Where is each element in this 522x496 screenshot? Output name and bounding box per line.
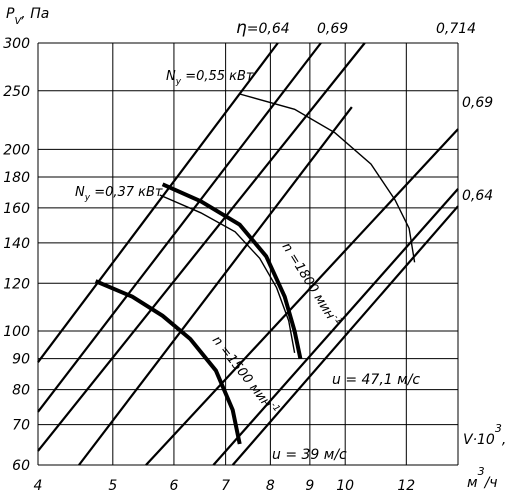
efficiency-line-4 bbox=[78, 106, 353, 466]
efficiency-right-label-1: 0,69 bbox=[462, 95, 493, 111]
x-axis-unit: м3/ч bbox=[467, 465, 498, 491]
curve-3 bbox=[159, 194, 296, 354]
x-tick-label-5: 5 bbox=[108, 478, 117, 494]
x-tick-label-9: 9 bbox=[305, 478, 314, 494]
efficiency-line-6 bbox=[212, 188, 459, 466]
x-tick-label-8: 8 bbox=[266, 478, 275, 494]
efficiency-line-3 bbox=[37, 42, 279, 363]
y-tick-label-140: 140 bbox=[3, 236, 30, 252]
performance-curves bbox=[94, 93, 416, 445]
curve-label-ny037: Ny =0,37 кВт bbox=[75, 185, 163, 203]
efficiency-line-7 bbox=[231, 205, 459, 466]
y-tick-label-120: 120 bbox=[3, 276, 30, 292]
x-tick-label-4: 4 bbox=[34, 478, 43, 494]
curve-1 bbox=[94, 279, 242, 445]
y-tick-label-70: 70 bbox=[12, 418, 30, 434]
x-tick-label-10: 10 bbox=[336, 478, 354, 494]
y-tick-label-250: 250 bbox=[3, 84, 30, 100]
efficiency-top-label-3: 0,714 bbox=[436, 21, 476, 37]
annotation-u-47: u = 47,1 м/с bbox=[332, 372, 420, 388]
efficiency-line-1 bbox=[37, 42, 366, 452]
y-tick-label-200: 200 bbox=[3, 142, 30, 158]
efficiency-right-label-2: 0,64 bbox=[462, 188, 493, 204]
x-axis-label: V·103, bbox=[463, 422, 506, 448]
curve-label-ny055: Ny =0,55 кВт bbox=[166, 69, 254, 87]
curve-4 bbox=[239, 93, 416, 263]
y-tick-label-160: 160 bbox=[3, 201, 30, 217]
x-tick-label-7: 7 bbox=[221, 478, 230, 494]
y-axis-label: PV, Па bbox=[6, 6, 49, 27]
curve-2 bbox=[161, 182, 303, 360]
y-tick-label-100: 100 bbox=[3, 324, 30, 340]
y-tick-label-300: 300 bbox=[3, 36, 30, 52]
efficiency-line-5 bbox=[145, 128, 459, 466]
efficiency-top-label-1: η=0,64 bbox=[236, 18, 290, 38]
x-tick-label-12: 12 bbox=[397, 478, 415, 494]
chart-labels: 60 70 80 90 100 120 140 160 180 200 250 300 4 5 6 7 8 9 10… bbox=[3, 6, 506, 494]
plot-grid bbox=[37, 42, 459, 466]
x-tick-label-6: 6 bbox=[169, 478, 178, 494]
efficiency-line-2 bbox=[37, 42, 322, 413]
y-tick-label-60: 60 bbox=[12, 458, 30, 474]
y-tick-label-80: 80 bbox=[12, 383, 30, 399]
y-tick-label-90: 90 bbox=[12, 352, 30, 368]
efficiency-lines bbox=[37, 42, 459, 466]
efficiency-top-label-2: 0,69 bbox=[317, 21, 348, 37]
y-tick-label-180: 180 bbox=[3, 170, 30, 186]
annotation-u-39: u = 39 м/с bbox=[272, 447, 347, 463]
